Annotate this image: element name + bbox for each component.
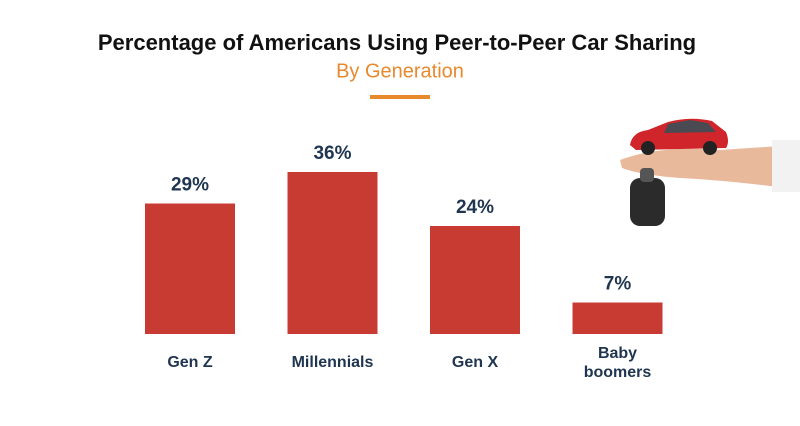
bar (430, 226, 520, 334)
bar (287, 172, 378, 334)
chart-title: Percentage of Americans Using Peer-to-Pe… (98, 30, 696, 55)
car-illustration (620, 118, 800, 226)
subtitle-underline (370, 95, 430, 99)
bar (145, 203, 235, 334)
chart-subtitle: By Generation (336, 60, 464, 82)
value-label: 7% (604, 274, 632, 295)
x-tick-label: Millennials (291, 354, 374, 371)
value-label: 24% (456, 197, 494, 218)
value-label: 36% (313, 143, 351, 164)
value-label: 29% (171, 175, 209, 196)
bar (572, 302, 663, 334)
x-tick-label: Gen Z (167, 354, 213, 371)
x-tick-label: Baby boomers (583, 345, 652, 381)
x-tick-label: Gen X (451, 354, 499, 371)
